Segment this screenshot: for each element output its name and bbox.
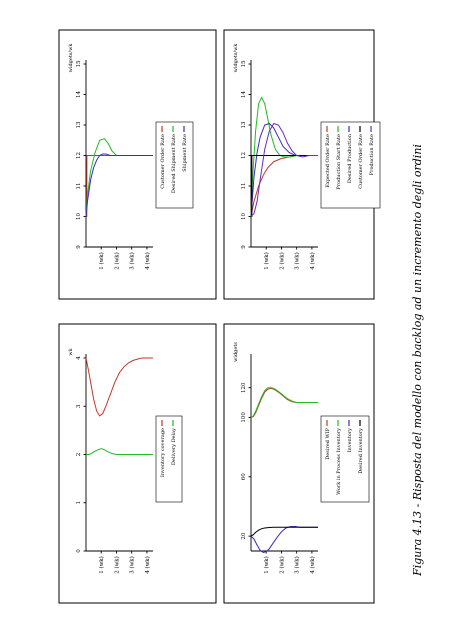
legend-label: Shipment Rate [182, 134, 188, 172]
series-line-2 [85, 153, 153, 217]
value-tick-label: 15 [76, 60, 82, 67]
chart-panel-bottom-left: wk 0 1 2 3 4 1 (wk) 2 (wk) 3 (wk) 4 (wk) Inventory… [58, 323, 217, 604]
time-tick-label: 4 (wk) [144, 252, 151, 270]
value-tick-label: 10 [241, 213, 247, 220]
series-line-3 [251, 155, 318, 217]
unit-label: widgets [233, 342, 239, 362]
time-tick-label: 2 (wk) [113, 556, 120, 574]
chart-panel-top-right: widgets/wk 9 10 11 12 13 14 15 1 (wk) 2 (wk) 3 (wk… [223, 29, 381, 300]
legend-label: Customer Order Rate [160, 134, 166, 189]
time-tick-label: 4 (wk) [309, 252, 316, 270]
legend-label: Expected Order Rate [325, 134, 331, 188]
time-tick-label: 1 (wk) [98, 252, 105, 270]
series-line-2 [250, 526, 318, 554]
series-line-1 [85, 138, 153, 217]
value-tick-label: 13 [76, 121, 82, 128]
series-line-4 [250, 122, 318, 217]
unit-label: widgets/wk [68, 43, 74, 73]
chart-panel-top-left: widgets/wk 9 10 11 12 13 14 15 1 (wk) 2 (wk) 3 (wk… [58, 29, 217, 300]
value-tick-label: 2 [76, 453, 82, 457]
value-tick-label: 14 [76, 91, 82, 98]
time-tick-label: 3 (wk) [294, 252, 301, 270]
chart-panel-bottom-right: widgets 20 60 100 120 1 (wk) 2 (wk) 3 (wk) 4 (wk… [223, 323, 375, 604]
time-tick-label: 1 (wk) [263, 556, 270, 574]
legend-label: Desired Shipment Rate [171, 134, 177, 193]
value-tick-label: 4 [76, 356, 82, 360]
legend-label: Customer Order Rate [358, 134, 364, 189]
value-tick-label: 9 [76, 245, 82, 249]
legend-box [320, 415, 370, 503]
time-tick-label: 4 (wk) [309, 556, 316, 574]
time-tick-label: 3 (wk) [129, 252, 136, 270]
legend-label: Inventory [347, 428, 353, 453]
figure-caption: Figura 4.13 - Risposta del modello con b… [411, 144, 424, 577]
value-tick-label: 9 [241, 245, 247, 249]
unit-label: wk [68, 347, 74, 355]
value-tick-label: 11 [241, 183, 247, 190]
value-tick-label: 1 [76, 501, 82, 505]
value-tick-label: 14 [241, 91, 247, 98]
value-tick-label: 120 [241, 382, 247, 393]
value-tick-label: 12 [76, 152, 82, 159]
time-tick-label: 4 (wk) [144, 556, 151, 574]
legend-label: Work in Process Inventory [336, 428, 342, 495]
legend-box [155, 415, 183, 503]
value-tick-label: 10 [76, 213, 82, 220]
series-line-1 [86, 448, 153, 455]
value-tick-label: 12 [241, 152, 247, 159]
series-line-0 [250, 155, 318, 217]
series-line-0 [85, 357, 153, 417]
legend-label: Desired Inventory [358, 428, 364, 474]
time-tick-label: 1 (wk) [98, 556, 105, 574]
value-tick-label: 13 [241, 121, 247, 128]
legend-label: Delivery Delay [171, 428, 177, 465]
value-tick-label: 11 [76, 183, 82, 190]
legend-label: Production Start Rate [336, 134, 342, 190]
panel-frame [58, 323, 217, 604]
legend-label: Production Rate [369, 134, 375, 175]
legend-label: Desired Production [347, 133, 353, 183]
series-line-3 [250, 526, 318, 537]
panel-frame [58, 29, 217, 300]
time-tick-label: 3 (wk) [294, 556, 301, 574]
value-tick-label: 60 [241, 473, 247, 480]
value-tick-label: 3 [76, 404, 82, 408]
value-tick-label: 15 [241, 60, 247, 67]
panel-frame [223, 323, 375, 604]
legend-label: Desired WIP [325, 427, 331, 459]
legend-box [155, 121, 194, 209]
time-tick-label: 2 (wk) [278, 556, 285, 574]
time-tick-label: 2 (wk) [278, 252, 285, 270]
time-tick-label: 1 (wk) [263, 252, 270, 270]
unit-label: widgets/wk [233, 43, 239, 73]
value-tick-label: 100 [241, 412, 247, 423]
series-line-0 [86, 155, 153, 217]
time-tick-label: 2 (wk) [113, 252, 120, 270]
time-tick-label: 3 (wk) [129, 556, 136, 574]
value-tick-label: 20 [241, 532, 247, 539]
legend-box [320, 121, 381, 209]
series-line-1 [250, 387, 318, 418]
series-line-1 [250, 96, 318, 217]
legend-label: Inventory coverage [160, 428, 166, 477]
value-tick-label: 0 [76, 549, 82, 553]
